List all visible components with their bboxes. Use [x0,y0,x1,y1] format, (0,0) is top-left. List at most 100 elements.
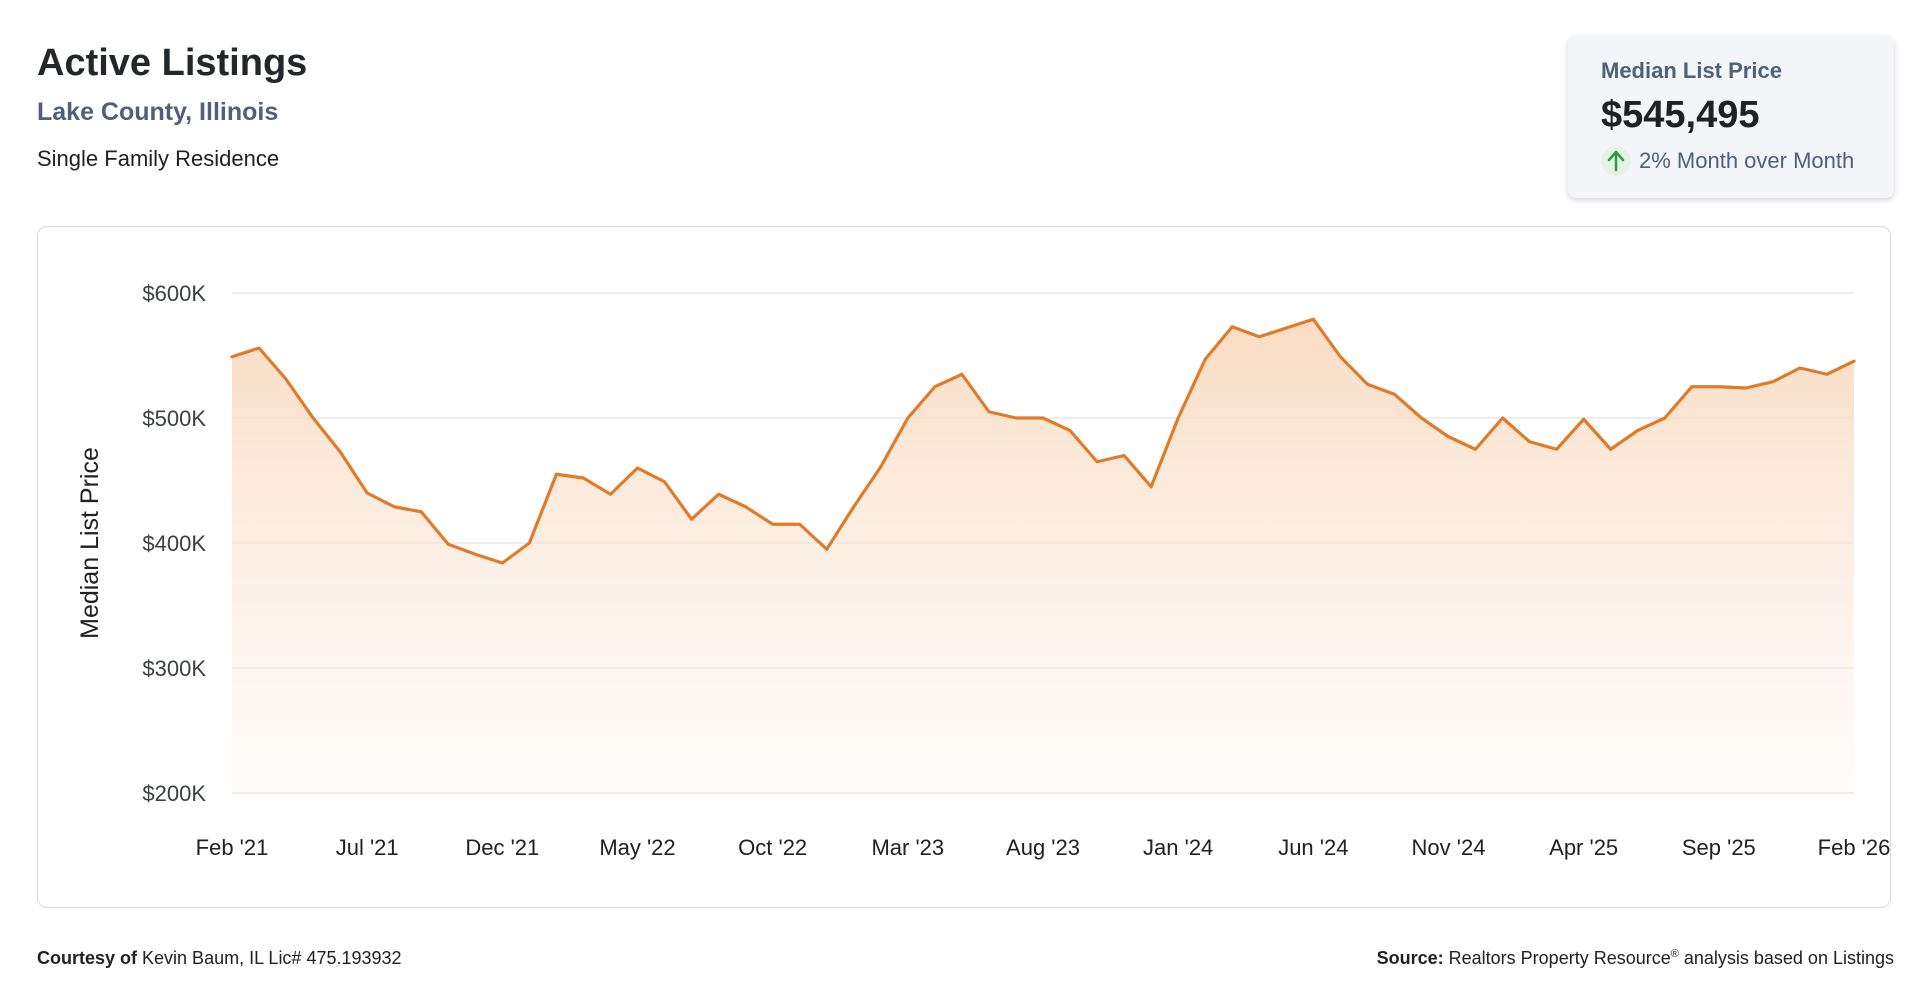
data-point [1798,366,1802,370]
data-point [1176,416,1180,420]
data-point [392,505,396,509]
data-point [663,480,667,484]
source-label: Source: [1376,948,1444,968]
source-text-b: analysis based on Listings [1683,948,1894,968]
data-point [636,466,640,470]
x-tick-label: Apr '25 [1549,835,1618,860]
data-point [527,541,531,545]
data-point [879,465,883,469]
region-subtitle: Lake County, Illinois [37,98,279,126]
card-label: Median List Price [1601,58,1782,83]
x-tick-label: Dec '21 [465,835,539,860]
data-point [1419,416,1423,420]
x-tick-label: May '22 [599,835,675,860]
page-title: Active Listings [37,42,308,84]
chart-container: $200K $300K $400K $500K $600K Feb '21 Jul '21 D… [37,226,1891,908]
courtesy-label: Courtesy of [37,948,138,968]
y-tick-label: $500K [142,406,206,431]
card-change: 2% Month over Month [1601,146,1854,176]
data-point [771,522,775,526]
data-point [257,346,261,350]
data-point [987,410,991,414]
data-point [1717,385,1721,389]
data-point [608,492,612,496]
data-point [1447,435,1451,439]
data-point [284,377,288,381]
data-point [798,522,802,526]
data-point [825,547,829,551]
property-type-label: Single Family Residence [37,146,280,171]
median-list-price-card: Median List Price $545,495 2% Month over… [1568,36,1894,198]
registered-mark: ® [1670,948,1679,960]
x-tick-label: Feb '26 [1818,835,1891,860]
data-point [1582,417,1586,421]
data-point [365,491,369,495]
data-point [554,472,558,476]
data-point [744,505,748,509]
data-point [1771,380,1775,384]
data-point [906,416,910,420]
data-point [1555,447,1559,451]
data-point [1284,326,1288,330]
data-point [1257,335,1261,339]
x-tick-label: Jun '24 [1278,835,1348,860]
footer-source: Source: Realtors Property Resource® anal… [1377,948,1894,969]
data-point [933,385,937,389]
data-point [1122,454,1126,458]
data-point [419,510,423,514]
x-tick-label: Jul '21 [336,835,399,860]
x-tick-label: Mar '23 [871,835,944,860]
y-axis-title: Median List Price [76,447,104,639]
data-point [1203,357,1207,361]
data-point [311,416,315,420]
data-point [1744,386,1748,390]
x-tick-label: Jan '24 [1143,835,1213,860]
data-point [1609,447,1613,451]
y-tick-label: $600K [142,281,206,306]
data-point [1311,317,1315,321]
data-point [581,476,585,480]
data-point [1041,416,1045,420]
data-point [500,561,504,565]
source-text-a: Realtors Property Resource [1448,948,1671,968]
data-point [338,450,342,454]
y-tick-label: $300K [142,656,206,681]
data-point [1663,416,1667,420]
data-point [1501,416,1505,420]
data-point [690,517,694,521]
card-value: $545,495 [1601,94,1760,136]
data-point [230,355,234,359]
data-point [1338,355,1342,359]
x-tick-label: Feb '21 [196,835,269,860]
data-point [1636,429,1640,433]
series-line [230,317,1856,565]
data-point [1690,385,1694,389]
courtesy-text: Kevin Baum, IL Lic# 475.193932 [142,948,402,968]
data-point [852,505,856,509]
data-point [717,492,721,496]
data-point [1474,447,1478,451]
data-point [1825,372,1829,376]
data-point [1852,359,1856,363]
data-point [1365,382,1369,386]
data-point [1068,429,1072,433]
x-tick-label: Aug '23 [1006,835,1080,860]
footer-courtesy: Courtesy of Kevin Baum, IL Lic# 475.1939… [37,948,402,969]
arrow-up-icon [1601,146,1631,176]
data-point [1528,440,1532,444]
median-list-price-chart: $200K $300K $400K $500K $600K Feb '21 Jul '21 D… [76,281,1891,860]
data-point [1149,485,1153,489]
x-tick-label: Nov '24 [1412,835,1486,860]
data-point [960,372,964,376]
data-point [1095,460,1099,464]
data-point [446,542,450,546]
data-point [1230,325,1234,329]
y-tick-label: $200K [142,781,206,806]
data-point [1392,392,1396,396]
y-tick-label: $400K [142,531,206,556]
x-tick-label: Oct '22 [738,835,807,860]
data-point [1014,416,1018,420]
card-change-text: 2% Month over Month [1639,148,1855,173]
x-tick-label: Sep '25 [1682,835,1756,860]
data-point [473,552,477,556]
